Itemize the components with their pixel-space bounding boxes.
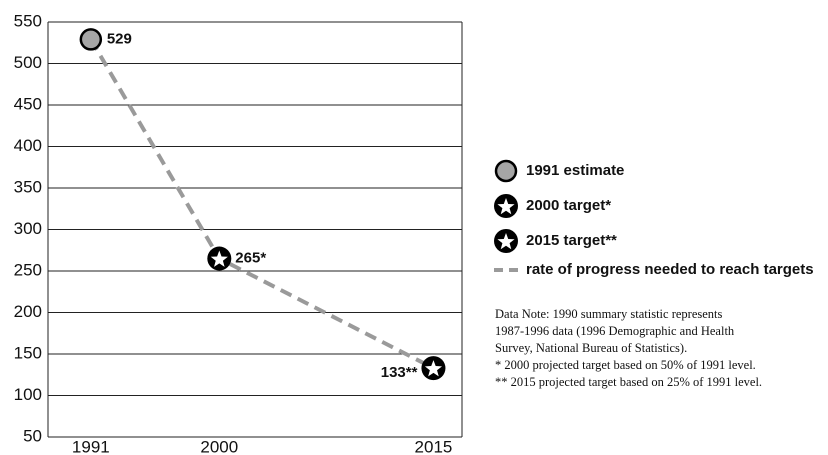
value-label: 265*	[235, 250, 266, 267]
point	[207, 246, 232, 271]
point	[494, 194, 518, 218]
point	[494, 159, 518, 183]
point	[79, 28, 103, 51]
legend-label: rate of progress needed to reach targets	[526, 261, 814, 278]
point	[421, 356, 446, 381]
x-tick-label: 2015	[415, 437, 453, 455]
legend-label: 2015 target**	[526, 232, 617, 249]
y-tick-label: 400	[14, 136, 42, 155]
star	[497, 233, 515, 250]
y-tick-label: 200	[14, 302, 42, 321]
note-line: Survey, National Bureau of Statistics).	[495, 341, 687, 355]
y-tick-label: 300	[14, 219, 42, 238]
x-tick-label: 1991	[72, 437, 110, 455]
note-line: Data Note: 1990 summary statistic repres…	[495, 307, 723, 321]
note-line: * 2000 projected target based on 50% of …	[495, 358, 756, 372]
y-tick-label: 450	[14, 94, 42, 113]
y-tick-label: 250	[14, 260, 42, 279]
note-line: ** 2015 projected target based on 25% of…	[495, 375, 762, 389]
value-label: 133**	[381, 364, 418, 381]
y-tick-label: 150	[14, 343, 42, 362]
y-tick-label: 350	[14, 177, 42, 196]
star	[424, 360, 443, 377]
progress-line	[89, 38, 435, 370]
y-tick-label: 500	[14, 53, 42, 72]
legend-label: 2000 target*	[526, 197, 611, 214]
value-label: 529	[107, 30, 132, 47]
point	[494, 229, 518, 253]
y-tick-label: 100	[14, 385, 42, 404]
legend-label: 1991 estimate	[526, 162, 624, 179]
y-tick-label: 50	[23, 426, 42, 445]
star	[497, 198, 515, 215]
x-tick-label: 2000	[200, 437, 238, 455]
y-tick-label: 550	[14, 11, 42, 30]
star	[210, 250, 228, 267]
note-line: 1987-1996 data (1996 Demographic and Hea…	[495, 324, 735, 338]
